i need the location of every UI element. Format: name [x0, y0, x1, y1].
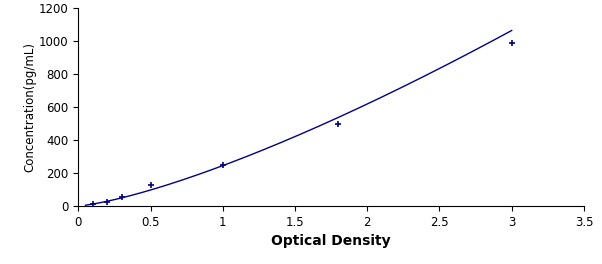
X-axis label: Optical Density: Optical Density	[272, 234, 391, 248]
Y-axis label: Concentration(pg/mL): Concentration(pg/mL)	[23, 42, 36, 172]
